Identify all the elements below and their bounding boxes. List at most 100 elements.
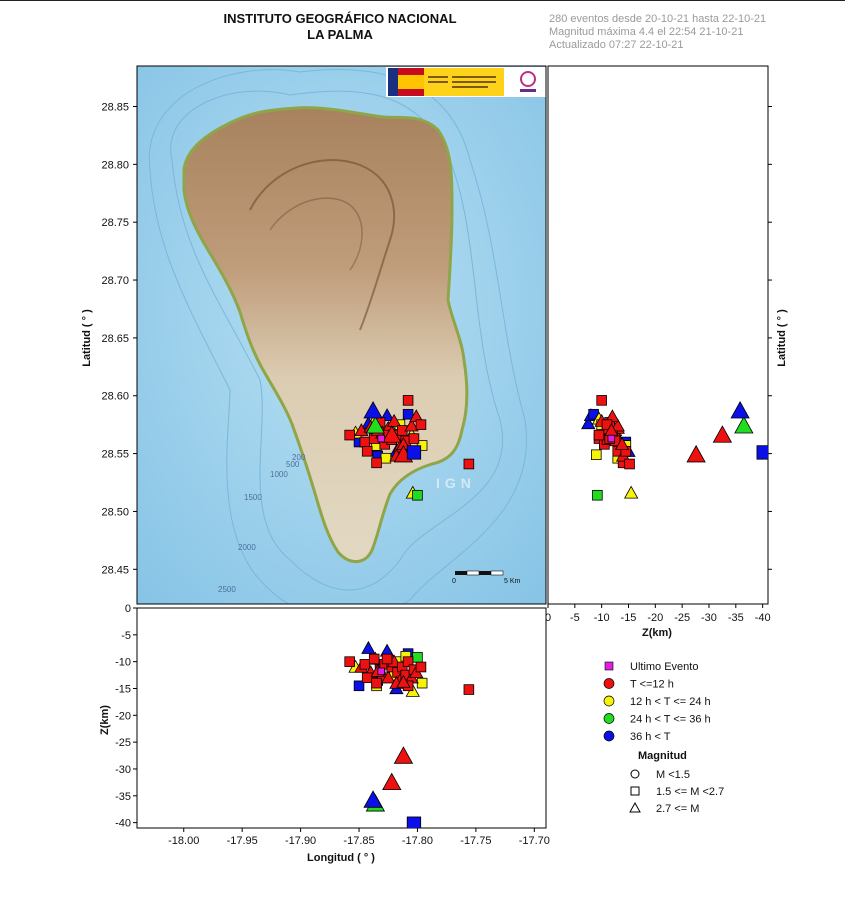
depth-x-tick-label: -30 [701,612,717,624]
map-frame [136,65,547,605]
event-marker-square [591,449,602,461]
legend-label: 36 h < T [630,731,671,743]
legend-swatch [603,730,615,742]
scale-bar: 0 5 Km [452,570,521,585]
caldera-ridge [249,159,395,331]
legend-label: 24 h < T <= 36 h [630,714,711,726]
bottom-y-tick-label: -5 [121,630,131,642]
event-marker-triangle [734,416,754,434]
event-marker-square [377,667,386,676]
event-marker-square [412,652,423,663]
depth-x-tick-label: -20 [647,612,663,624]
ign-logo-banner [386,67,546,97]
depth-x-tick-label: -15 [621,612,637,624]
bottom-x-axis: -18.00 -17.95 -17.90 -17.85 -17.80 -17.75 -17.… [168,828,550,847]
event-marker-triangle [712,425,733,443]
event-marker-square [359,659,371,670]
event-marker-square [344,656,355,667]
bottom-x-tick-label: -17.85 [343,835,374,847]
scale-end-label: 5 Km [504,578,521,585]
bottom-y-tick-label: 0 [125,603,131,615]
depth-y-axis-label: Latitud ( ° ) [776,309,788,367]
contour-label: 500 [286,460,300,469]
event-marker-triangle [386,413,402,427]
contour-label: 200 [292,453,306,462]
event-marker-square [596,395,607,406]
contour-label: 2000 [238,543,256,552]
event-marker-triangle [605,409,620,423]
legend-swatch [603,678,615,689]
event-marker-triangle [623,485,639,499]
event-marker-square [377,434,386,443]
legend-swatch [603,695,615,707]
bottom-x-tick-label: -17.80 [402,835,433,847]
legend-circle-icon [630,769,640,779]
caldera-ridge [269,197,363,271]
event-marker-triangle [581,416,596,430]
event-marker-triangle [363,400,383,419]
depth-x-tick-label: 0 [545,612,551,624]
legend-magnitude-label: M <1.5 [656,769,690,781]
legend-triangle-icon [629,801,641,813]
contour-label: 2500 [218,585,236,594]
bottom-event-markers [344,640,475,828]
bottom-y-tick-label: -25 [115,737,131,749]
event-marker-triangle [730,400,750,419]
info-line-events: 280 eventos desde 20-10-21 hasta 22-10-2… [549,13,767,25]
bottom-y-tick-label: -35 [115,791,131,803]
event-marker-square [607,434,616,443]
event-marker-square [402,395,414,406]
bottom-x-tick-label: -17.70 [519,835,550,847]
legend-magnitude-label: 2.7 <= M [656,803,699,815]
bottom-y-tick-label: -15 [115,683,131,695]
event-marker-triangle [396,674,411,688]
depth-x-tick-label: -5 [570,612,580,624]
event-marker-triangle [382,772,402,790]
map-y-tick-label: 28.50 [101,506,129,518]
legend-magnitude-label: 1.5 <= M <2.7 [656,786,724,798]
event-marker-square [756,445,768,460]
event-marker-square [402,408,414,420]
event-marker-square [368,653,380,665]
top-border [0,0,845,1]
event-marker-square [593,429,605,441]
ign-watermark: IGN [436,475,476,491]
depth-x-tick-label: -40 [755,612,771,624]
map-event-markers [344,395,475,501]
bottom-x-tick-label: -17.90 [285,835,316,847]
bottom-x-axis-label: Longitud ( ° ) [307,852,375,864]
depth-x-tick-label: -10 [594,612,610,624]
event-marker-square [415,661,427,673]
event-marker-square [416,677,428,689]
bottom-x-tick-label: -17.75 [460,835,491,847]
event-marker-square [415,419,427,430]
bottom-x-tick-label: -18.00 [168,835,199,847]
info-block: 280 eventos desde 20-10-21 hasta 22-10-2… [549,13,766,52]
event-marker-triangle [686,444,706,463]
event-marker-square [361,672,373,684]
event-marker-square [361,446,373,457]
event-marker-triangle [614,437,630,450]
event-marker-triangle [363,790,383,808]
event-marker-square [463,458,475,470]
event-marker-square [381,653,393,665]
map-y-tick-label: 28.55 [101,449,129,461]
legend-label: Ultimo Evento [630,661,698,673]
event-marker-square [371,457,382,469]
bottom-y-tick-label: -20 [115,710,131,722]
event-marker-triangle [365,416,386,434]
depth-x-axis: 0 -5 -10 -15 -20 -25 -30 -35 -40 [545,604,771,624]
bathymetry-contour [170,90,503,591]
bathymetry-contour [148,69,527,604]
bottom-panel-frame [136,607,547,829]
bottom-y-tick-label: -30 [115,764,131,776]
legend-square-icon [630,786,640,796]
bottom-y-axis-label: Z(km) [99,705,111,735]
depth-x-tick-label: -35 [728,612,744,624]
event-marker-square [359,436,371,448]
depth-panel-frame [547,65,769,605]
map-y-tick-label: 28.75 [101,217,129,229]
event-marker-square [344,429,355,441]
event-marker-square [624,458,635,470]
legend-swatch [603,713,615,724]
